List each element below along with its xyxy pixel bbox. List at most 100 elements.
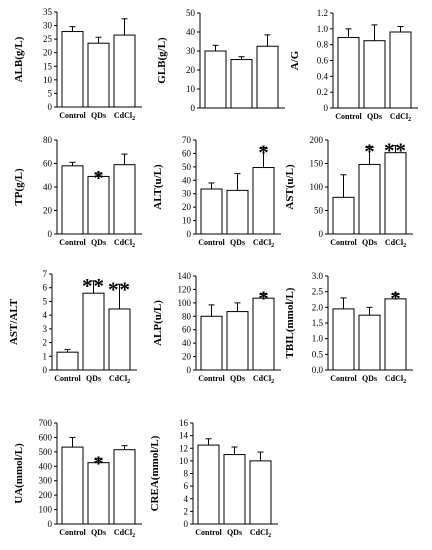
- y-tick-label: 60: [43, 159, 53, 169]
- y-tick-label: 40: [182, 175, 192, 185]
- y-tick-label: 40: [43, 182, 53, 192]
- bar-qds: [358, 314, 381, 371]
- bar-cdcl2: [249, 460, 272, 525]
- x-category-label: QDs: [86, 374, 101, 383]
- chart-panel-10: 0 100 200 300 400 500 600 700 UA(mmol/L) Control *…: [13, 418, 142, 539]
- y-tick-label: 60: [182, 325, 192, 335]
- y-tick-label: 200: [39, 490, 53, 500]
- x-category-label: CdCl2: [385, 374, 406, 385]
- y-tick-label: 200: [310, 135, 324, 145]
- x-category-label: CdCl2: [114, 111, 135, 122]
- y-tick-label: 2.5: [312, 287, 324, 297]
- bar-group-3: [256, 45, 279, 109]
- bar-qds: [87, 42, 110, 108]
- y-tick-label: 20: [182, 202, 192, 212]
- y-tick-label: 300: [39, 476, 53, 486]
- y-tick-label: 10: [179, 456, 189, 466]
- y-tick-label: 0.6: [317, 56, 329, 66]
- x-category-label: Control: [195, 528, 222, 537]
- y-tick-label: 10: [43, 75, 53, 85]
- bar-qds: [223, 454, 246, 525]
- bar-cdcl2: [113, 449, 136, 525]
- y-tick-label: 700: [39, 418, 53, 428]
- significance-marker: **: [108, 277, 131, 301]
- bar-cdcl2: [113, 34, 136, 108]
- y-tick-label: 10: [182, 216, 192, 226]
- chart-panel-1: 0 5 10 15 20 25 30 35 ALB(g/L) Control QDs CdCl2: [13, 7, 142, 122]
- y-tick-label: 10: [186, 84, 196, 94]
- y-tick-label: 40: [186, 27, 196, 37]
- y-tick-label: 12: [179, 443, 188, 453]
- y-axis-label: ALT(u/L): [152, 164, 164, 210]
- bar-qds: [363, 40, 386, 109]
- y-tick-label: 0: [187, 365, 192, 375]
- bar-qds: [226, 311, 249, 371]
- x-category-label: QDs: [91, 528, 106, 537]
- bar-qds: [226, 189, 249, 235]
- bar-qds: [358, 163, 381, 235]
- y-tick-label: 0: [187, 229, 192, 239]
- x-category-label: CdCl2: [250, 528, 271, 539]
- y-tick-label: 1.0: [317, 24, 329, 34]
- y-axis-label: UA(mmol/L): [13, 443, 25, 504]
- y-tick-label: 3.0: [312, 271, 324, 281]
- bar-control: [200, 188, 223, 235]
- x-category-label: QDs: [362, 238, 377, 247]
- y-tick-label: 0: [48, 229, 53, 239]
- significance-marker: *: [258, 286, 269, 310]
- y-tick-label: 3: [43, 324, 48, 334]
- significance-marker: *: [93, 166, 104, 190]
- bar-cdcl2: [108, 308, 131, 371]
- y-tick-label: 100: [39, 505, 53, 515]
- x-category-label: QDs: [227, 528, 242, 537]
- x-category-label: QDs: [367, 112, 382, 121]
- bar-cdcl2: [384, 152, 407, 235]
- y-axis-label: AST/ALT: [8, 298, 20, 345]
- y-tick-label: 0: [191, 103, 196, 113]
- bar-control: [337, 37, 360, 109]
- y-tick-label: 0: [43, 365, 48, 375]
- y-axis-label: TP(g/L): [13, 168, 25, 206]
- y-axis-label: GLB(g/L): [156, 37, 168, 84]
- bar-control: [56, 351, 79, 371]
- bar-control: [332, 196, 355, 235]
- y-tick-label: 0: [184, 519, 189, 529]
- y-tick-label: 100: [178, 298, 192, 308]
- y-tick-label: 80: [182, 311, 192, 321]
- x-category-label: CdCl2: [109, 374, 130, 385]
- chart-panel-8: 0 20 40 60 80 100 120 140 ALP(u/L) Control QDs * CdC…: [152, 271, 281, 385]
- y-axis-label: CREA(mmol/L): [149, 435, 161, 511]
- y-tick-label: 20: [43, 48, 53, 58]
- y-axis-label: AST(u/L): [284, 164, 296, 210]
- y-tick-label: 0.4: [317, 71, 329, 81]
- y-tick-label: 120: [178, 284, 192, 294]
- x-category-label: QDs: [230, 374, 245, 383]
- y-axis-label: ALB(g/L): [13, 36, 25, 82]
- y-tick-label: 20: [186, 65, 196, 75]
- x-category-label: CdCl2: [253, 238, 274, 249]
- y-tick-label: 50: [182, 162, 192, 172]
- y-tick-label: 2: [43, 338, 48, 348]
- y-tick-label: 5: [48, 88, 53, 98]
- y-tick-label: 30: [43, 21, 53, 31]
- bar-control: [197, 444, 220, 525]
- y-tick-label: 6: [184, 481, 189, 491]
- x-category-label: Control: [335, 112, 362, 121]
- y-tick-label: 35: [43, 7, 53, 17]
- y-tick-label: 0.0: [312, 365, 324, 375]
- x-category-label: Control: [59, 238, 86, 247]
- y-tick-label: 0.2: [317, 87, 328, 97]
- x-category-label: CdCl2: [114, 528, 135, 539]
- chart-panel-3: 0 0.2 0.4 0.6 0.8 1.0 1.2 A/G Control QDs CdCl2: [289, 8, 418, 123]
- y-tick-label: 2: [184, 506, 189, 516]
- y-tick-label: 30: [186, 46, 196, 56]
- chart-panel-11: 0 2 4 6 8 10 12 14 16 CREA(mmol/L) Control QDs CdCl2: [149, 418, 278, 539]
- y-tick-label: 400: [39, 461, 53, 471]
- x-category-label: Control: [330, 238, 357, 247]
- y-tick-label: 1.5: [312, 318, 324, 328]
- y-tick-label: 600: [39, 432, 53, 442]
- y-tick-label: 5: [43, 296, 48, 306]
- bar-group-2: [230, 59, 253, 109]
- y-tick-label: 1.2: [317, 8, 328, 18]
